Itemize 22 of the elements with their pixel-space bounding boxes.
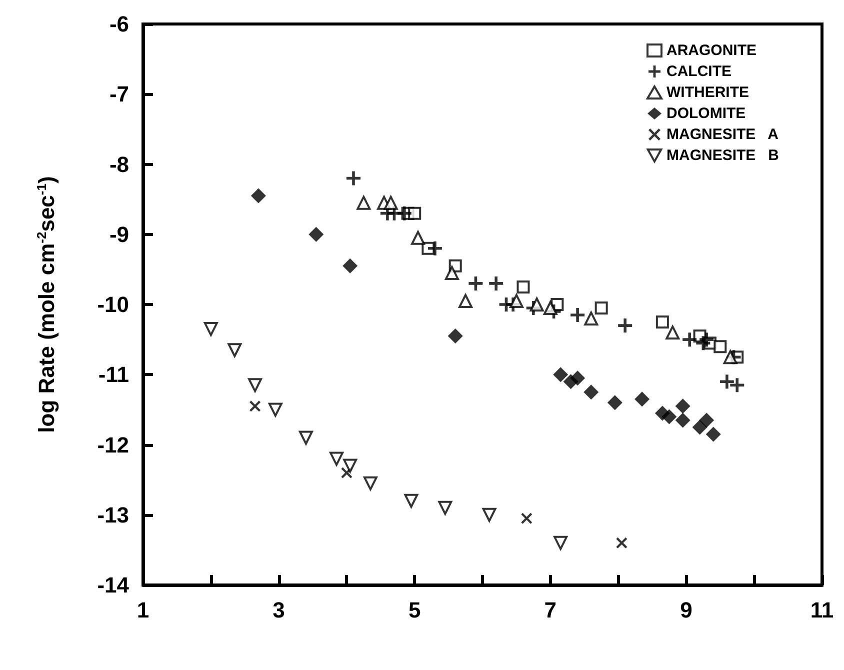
y-tick-label: -7 — [109, 82, 129, 107]
x-tick-label: 9 — [680, 598, 692, 622]
x-tick-label: 1 — [136, 598, 150, 622]
x-tick-label: 5 — [408, 598, 421, 622]
y-tick-label: -8 — [109, 152, 129, 177]
y-tick-label: -10 — [97, 292, 129, 317]
x-tick-label: 3 — [272, 598, 285, 622]
y-tick-label: -14 — [97, 572, 130, 598]
legend-label: MAGNESITE A — [666, 126, 779, 143]
legend-label: MAGNESITE B — [666, 147, 780, 164]
x-tick-label: 7 — [544, 598, 557, 622]
y-tick-label: -13 — [97, 502, 129, 528]
legend-label: ARAGONITE — [666, 42, 756, 59]
legend-label: CALCITE — [666, 63, 732, 80]
legend-label: WITHERITE — [666, 84, 749, 101]
x-tick-label: 11 — [810, 598, 834, 622]
y-tick-label: -11 — [98, 362, 129, 388]
y-tick-label: -6 — [109, 12, 129, 36]
y-tick-label: -9 — [109, 222, 129, 247]
y-tick-label: -12 — [97, 432, 129, 458]
y-axis-title: log Rate (mole cm-2sec-1) — [34, 176, 59, 433]
legend-label: DOLOMITE — [666, 105, 746, 122]
